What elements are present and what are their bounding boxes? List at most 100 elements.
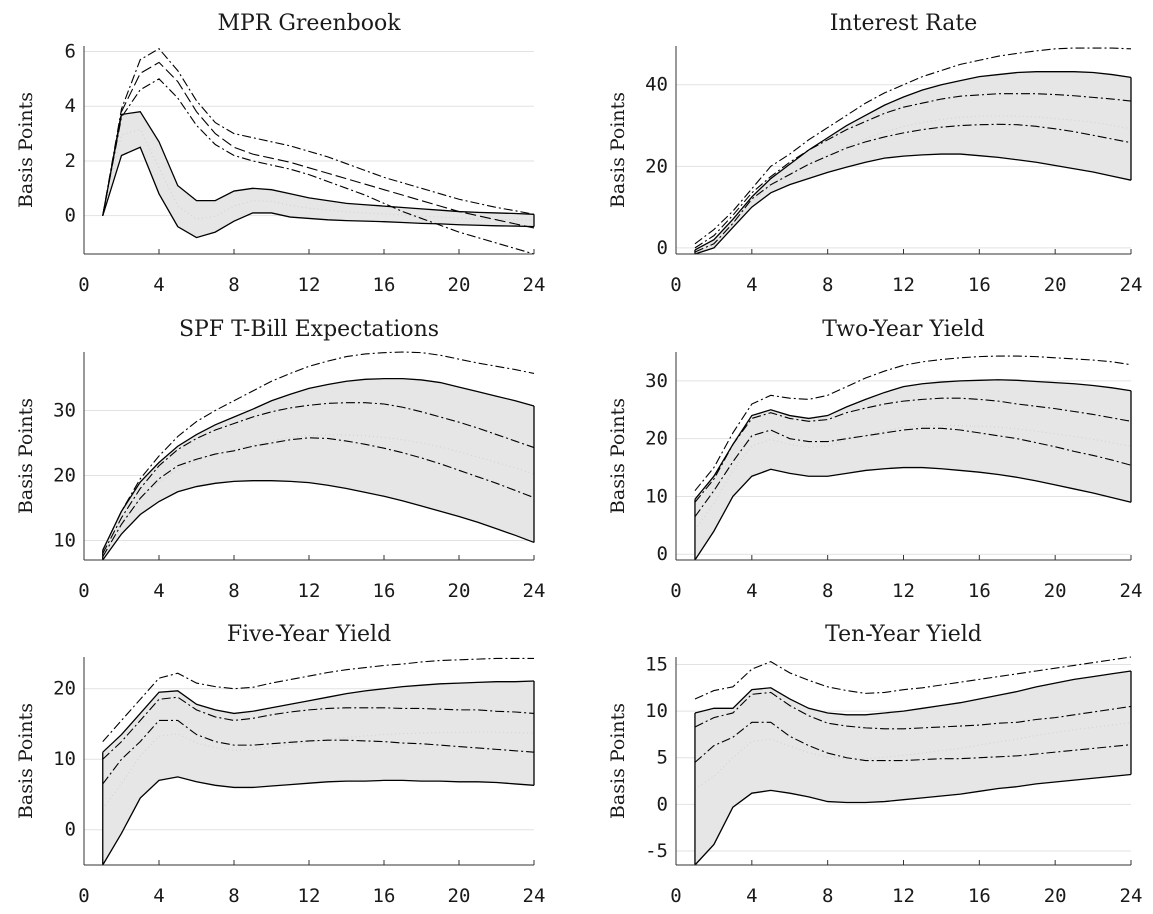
confidence-band (694, 379, 1131, 560)
comparison-line-3 (102, 78, 535, 255)
x-tick-label: 8 (228, 885, 239, 907)
panel-title: MPR Greenbook (217, 11, 401, 36)
x-tick-label: 0 (78, 274, 89, 296)
x-tick-label: 20 (1044, 274, 1067, 296)
panel-five-year-yield: 0 10 20 0 4 8 12 16 20 24 Five-Year Yield Basis Poi… (15, 622, 545, 907)
comparison-line-1 (694, 656, 1132, 700)
comparison-line-3 (694, 427, 1132, 517)
band-lower-line (102, 776, 535, 866)
band-lower-line (694, 466, 1132, 561)
y-tick-label: 20 (53, 465, 76, 487)
band-median-line (694, 424, 1132, 530)
y-tick-label: 2 (65, 150, 76, 172)
y-tick-label: 10 (645, 700, 668, 722)
panel-spf-tbill-expectations: 10 20 30 0 4 8 12 16 20 24 SPF T-Bill Expectations… (15, 317, 545, 602)
confidence-band (694, 71, 1131, 254)
x-tick-label: 16 (373, 580, 396, 602)
x-tick-label: 24 (1120, 274, 1143, 296)
band-upper-line (694, 71, 1132, 251)
band-upper-line (102, 110, 535, 216)
x-tick-label: 24 (523, 580, 546, 602)
x-tick-label: 12 (892, 885, 915, 907)
x-tick-label: 8 (822, 580, 833, 602)
y-tick-label: 0 (65, 205, 76, 227)
x-tick-label: 20 (448, 580, 471, 602)
band-median-line (102, 434, 535, 556)
x-tick-label: 0 (670, 274, 681, 296)
x-tick-label: 24 (523, 885, 546, 907)
x-tick-label: 8 (822, 274, 833, 296)
panel-title: Interest Rate (830, 11, 977, 36)
x-tick-label: 0 (78, 580, 89, 602)
x-tick-label: 8 (822, 885, 833, 907)
y-axis-label: Basis Points (15, 92, 37, 208)
y-tick-label: 20 (645, 428, 668, 450)
confidence-band (102, 378, 534, 560)
band-upper-line (694, 670, 1132, 716)
y-tick-label: -5 (645, 840, 668, 862)
x-tick-label: 0 (670, 885, 681, 907)
x-tick-label: 4 (746, 274, 757, 296)
comparison-line-1 (694, 355, 1132, 492)
comparison-line-3 (694, 123, 1132, 253)
x-tick-label: 16 (968, 885, 991, 907)
x-tick-label: 4 (153, 580, 164, 602)
x-tick-label: 4 (746, 885, 757, 907)
x-tick-label: 20 (1044, 885, 1067, 907)
x-tick-label: 20 (448, 885, 471, 907)
panel-title: Five-Year Yield (227, 622, 391, 647)
y-axis-label: Basis Points (15, 703, 37, 819)
x-tick-label: 12 (298, 274, 321, 296)
x-tick-label: 4 (746, 580, 757, 602)
comparison-line-2 (694, 93, 1132, 249)
x-tick-label: 16 (968, 274, 991, 296)
y-tick-label: 0 (65, 819, 76, 841)
band-lower-line (102, 146, 535, 239)
comparison-line-1 (102, 657, 534, 742)
y-axis-label: Basis Points (607, 398, 629, 514)
x-tick-label: 24 (1120, 580, 1143, 602)
comparison-line-2 (694, 691, 1132, 730)
band-lower-line (694, 153, 1132, 255)
x-tick-label: 4 (153, 885, 164, 907)
y-tick-label: 4 (65, 95, 76, 117)
y-tick-label: 20 (645, 155, 668, 177)
y-tick-label: 10 (53, 748, 76, 770)
x-tick-label: 0 (670, 580, 681, 602)
y-tick-label: 30 (645, 370, 668, 392)
y-tick-label: 10 (645, 485, 668, 507)
x-tick-label: 12 (298, 580, 321, 602)
x-tick-label: 8 (228, 274, 239, 296)
x-tick-label: 12 (298, 885, 321, 907)
band-lower-line (694, 773, 1132, 866)
panel-title: Two-Year Yield (822, 317, 985, 342)
comparison-line-3 (694, 721, 1132, 763)
panel-interest-rate: 0 20 40 0 4 8 12 16 20 24 Interest Rate Basis Point… (607, 11, 1142, 296)
y-tick-label: 15 (645, 653, 668, 675)
band-upper-line (102, 377, 535, 551)
y-tick-label: 0 (657, 793, 668, 815)
y-axis-label: Basis Points (607, 703, 629, 819)
x-tick-label: 20 (448, 274, 471, 296)
comparison-line-2 (102, 402, 535, 554)
y-tick-label: 20 (53, 678, 76, 700)
y-tick-label: 6 (65, 40, 76, 62)
y-tick-label: 0 (657, 543, 668, 565)
comparison-line-1 (102, 351, 535, 551)
x-tick-label: 12 (892, 274, 915, 296)
comparison-line-2 (694, 397, 1132, 503)
y-axis-label: Basis Points (15, 398, 37, 514)
y-tick-label: 5 (657, 747, 668, 769)
x-tick-label: 20 (1044, 580, 1067, 602)
x-tick-label: 12 (892, 580, 915, 602)
x-tick-label: 8 (228, 580, 239, 602)
x-tick-label: 16 (373, 885, 396, 907)
y-axis-label: Basis Points (607, 92, 629, 208)
panel-two-year-yield: 0 10 20 30 0 4 8 12 16 20 24 Two-Year Yield Basis Po… (607, 317, 1142, 602)
comparison-line-1 (694, 47, 1132, 245)
panel-title: Ten-Year Yield (825, 622, 982, 647)
comparison-line-3 (102, 437, 535, 558)
y-tick-label: 40 (645, 74, 668, 96)
comparison-line-1 (102, 48, 535, 216)
